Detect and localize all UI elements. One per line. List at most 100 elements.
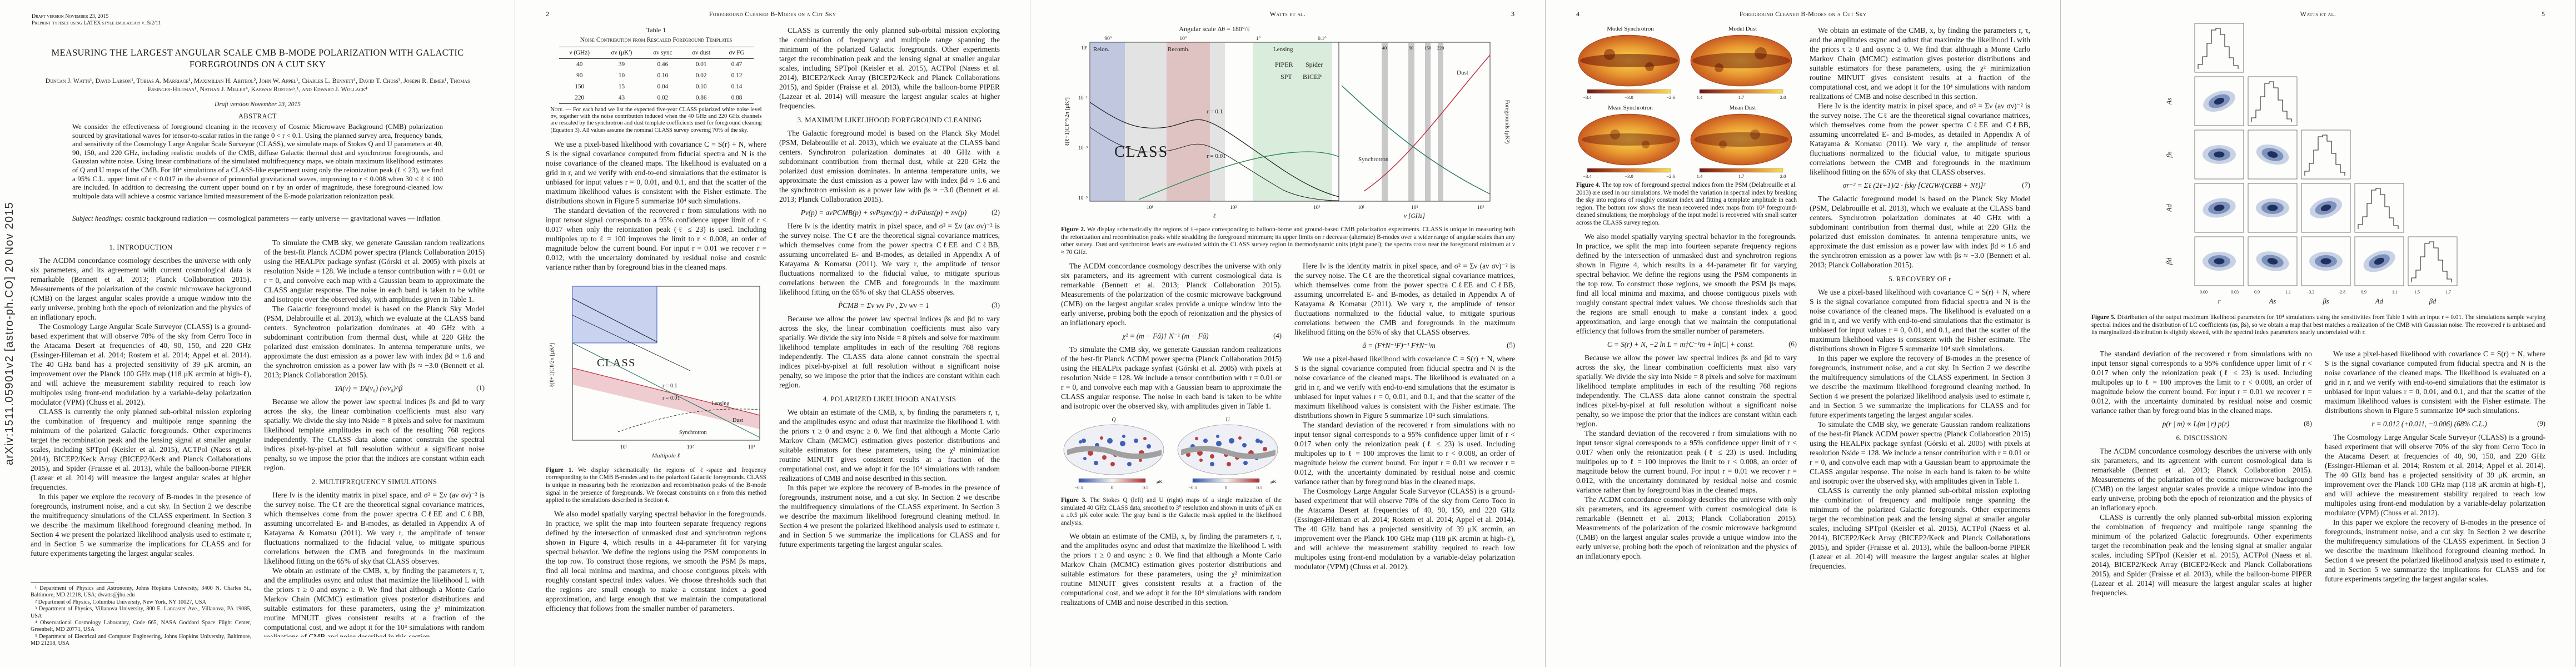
colorbar-unit: μK xyxy=(1270,479,1277,484)
body-paragraph: The Cosmology Large Angular Scale Survey… xyxy=(2325,433,2545,517)
body-paragraph: We obtain an estimate of the CMB, x, by … xyxy=(1061,532,1282,607)
equation-8: p(r | m) ∝ L(m | r) p(r) (8) xyxy=(2091,419,2312,429)
running-title: Foreground Cleaned B-Modes on a Cut Sky xyxy=(709,10,836,18)
section-heading-recovery: 5. RECOVERY OF r xyxy=(1889,275,1951,283)
figure-1-caption-label: Figure 1. xyxy=(546,466,574,474)
figure-2-caption-text: We display schematically the regions of … xyxy=(1061,226,1516,256)
body-paragraph: The Galactic foreground model is based o… xyxy=(1810,195,2030,269)
footnote: ⁴ Observational Cosmology Laboratory, Co… xyxy=(31,620,251,633)
table-cell: 90 xyxy=(576,72,583,79)
running-title: Foreground Cleaned B-Modes on a Cut Sky xyxy=(1739,10,1867,18)
band-150ghz xyxy=(1425,42,1431,201)
spectral-index-map xyxy=(1690,113,1792,166)
body-paragraph: In this paper we explore the recovery of… xyxy=(2325,518,2545,583)
body-paragraph: We use a pixel-based likelihood with cov… xyxy=(1294,355,1515,420)
table-cell: 0.02 xyxy=(695,72,707,79)
figure-4-caption: Figure 4. The top row of foreground spec… xyxy=(1576,182,1797,227)
body-paragraph: The Cosmology Large Angular Scale Survey… xyxy=(1294,487,1515,571)
svg-text:0.9: 0.9 xyxy=(2254,290,2260,295)
table-cell: 39 xyxy=(618,61,625,68)
figure-3-maps: Q U −0.5 0 0.5 μK −0.5 0 xyxy=(1063,417,1278,490)
class-band-region xyxy=(572,286,657,344)
experiment-label-spt: SPT xyxy=(1280,73,1292,81)
page-2: 2 Foreground Cleaned B-Modes on a Cut Sk… xyxy=(515,0,1030,667)
table-note: Note. — For each band we list the expect… xyxy=(551,107,762,134)
body-paragraph: We obtain an estimate of the CMB, x, by … xyxy=(264,566,485,637)
body-paragraph: Here Iν is the identity matrix in pixel … xyxy=(779,222,1000,296)
body-paragraph: Because we allow the power law spectral … xyxy=(264,397,485,472)
footnote: ² Department of Physics, Columbia Univer… xyxy=(35,599,206,605)
colorbar-tick: 0 xyxy=(1111,485,1113,490)
body-paragraph: Because we allow the power law spectral … xyxy=(1576,353,1797,428)
colorbar: 1.4 1.7 2.0 xyxy=(1697,89,1786,100)
colorbar-tick: −2.6 xyxy=(1666,94,1675,100)
svg-text:0.03: 0.03 xyxy=(2231,290,2239,295)
band-label: 90 xyxy=(1409,45,1414,51)
y-tick: 10⁻¹ xyxy=(1079,95,1088,101)
svg-text:0.9: 0.9 xyxy=(2361,290,2366,295)
page3-left-column: The ΛCDM concordance cosmology describes… xyxy=(1061,261,1282,637)
svg-text:−2.8: −2.8 xyxy=(2338,290,2346,295)
top-tick: 0.1° xyxy=(1318,36,1327,42)
body-paragraph: We also model spatially varying spectral… xyxy=(546,509,766,613)
class-label: CLASS xyxy=(597,357,636,369)
map-title-q: Q xyxy=(1112,417,1116,423)
top-tick: 10° xyxy=(1179,36,1187,42)
page-5: Watts et al. 5 xyxy=(2061,0,2576,667)
table-row: 40 39 0.46 0.01 0.47 xyxy=(559,59,754,71)
table-cell: 0.86 xyxy=(695,94,707,101)
page1-left-column: 1. INTRODUCTION The ΛCDM concordance cos… xyxy=(31,238,251,578)
equation-number: (6) xyxy=(1788,340,1797,348)
table-cell: 0.10 xyxy=(695,83,707,90)
band-label: 150 xyxy=(1424,45,1432,51)
figure-3: Q U −0.5 0 0.5 μK −0.5 0 xyxy=(1061,415,1282,527)
table-note-label: Note. — xyxy=(550,107,571,113)
figure-5-caption-text: Distribution of the output maximum likel… xyxy=(2091,314,2545,336)
table-cell: 15 xyxy=(618,83,625,90)
colorbar-tick: 0.5 xyxy=(1143,485,1149,490)
page5-right-column: We use a pixel-based likelihood with cov… xyxy=(2325,349,2545,637)
body-paragraph: To simulate the CMB sky, we generate Gau… xyxy=(1810,420,2030,485)
table-cell: 10 xyxy=(618,72,625,79)
running-header: 4 Foreground Cleaned B-Modes on a Cut Sk… xyxy=(1576,10,2030,18)
body-paragraph: We obtain an estimate of the CMB, x, by … xyxy=(1810,26,2030,101)
table-row: 90 10 0.10 0.02 0.12 xyxy=(559,70,754,81)
table-row: 220 43 0.02 0.86 0.88 xyxy=(559,92,754,104)
body-paragraph: We use a pixel-based likelihood with cov… xyxy=(546,140,766,205)
page3-right-column: Here Iν is the identity matrix in pixel … xyxy=(1294,261,1515,637)
equation-2: Pν(p) = aνPCMB(p) + sνPsync(p) + dνPdust… xyxy=(779,208,1000,217)
running-title: Watts et al. xyxy=(1269,10,1306,18)
draft-line-1: Draft version November 23, 2015 xyxy=(32,13,109,19)
table-cell: 43 xyxy=(618,94,625,101)
footnote: ⁵ Department of Electrical and Computer … xyxy=(31,633,251,647)
table-cell: 0.47 xyxy=(731,61,743,68)
svg-text:1.1: 1.1 xyxy=(2392,290,2398,295)
figure-5-corner-plot: 0.00 0.03 0.9 1.1 −3.2 −2.8 0.9 1.1 1.5 1.7 r… xyxy=(2165,23,2458,305)
synchrotron-curve xyxy=(572,342,760,438)
y-tick: 10⁻³ xyxy=(1079,145,1088,151)
lensing-label: Lensing xyxy=(711,401,729,407)
draft-line-2: Preprint typeset using LATEX style emula… xyxy=(32,19,161,26)
plot-frame xyxy=(572,286,760,441)
body-paragraph: Here Iν is the identity matrix in pixel … xyxy=(1294,262,1515,336)
figure-3-caption-text: The Stokes Q (left) and U (right) maps o… xyxy=(1061,497,1282,526)
colorbar-tick: 2.0 xyxy=(1780,94,1786,100)
r001-curve xyxy=(572,315,691,371)
experiment-label-spider: Spider xyxy=(1306,61,1323,68)
arxiv-stamp: arXiv:1511.05901v2 [astro-ph.CO] 20 Nov … xyxy=(3,202,16,465)
parameter-labels: r As βs Ad βd As βs Ad βd xyxy=(2165,98,2437,305)
figure-1-plot: CLASS r = 0.1 r = 0.01 Lensing Dust Sync… xyxy=(549,286,760,459)
figure-5: 0.00 0.03 0.9 1.1 −3.2 −2.8 0.9 1.1 1.5 1.7 r… xyxy=(2163,19,2474,308)
x-tick: 10¹ xyxy=(1358,205,1365,211)
svg-text:0.00: 0.00 xyxy=(2200,290,2208,295)
colorbar-tick: 2.0 xyxy=(1780,173,1786,179)
table-1: Table 1 Noise Contribution from Rescaled… xyxy=(551,26,762,134)
recombination-region xyxy=(1167,42,1210,201)
band-90ghz xyxy=(1408,42,1414,201)
keywords-label: Subject headings: xyxy=(72,215,123,222)
table-cell: 0.01 xyxy=(695,61,707,68)
equation-5: â = (F†N⁻¹F)⁻¹ F†N⁻¹m (5) xyxy=(1294,341,1515,350)
top-axis-label: Angular scale Δθ = 180°/ℓ xyxy=(1179,25,1250,33)
marginal-histograms xyxy=(2198,28,2452,283)
table-header-cell: σν sync xyxy=(653,49,672,56)
